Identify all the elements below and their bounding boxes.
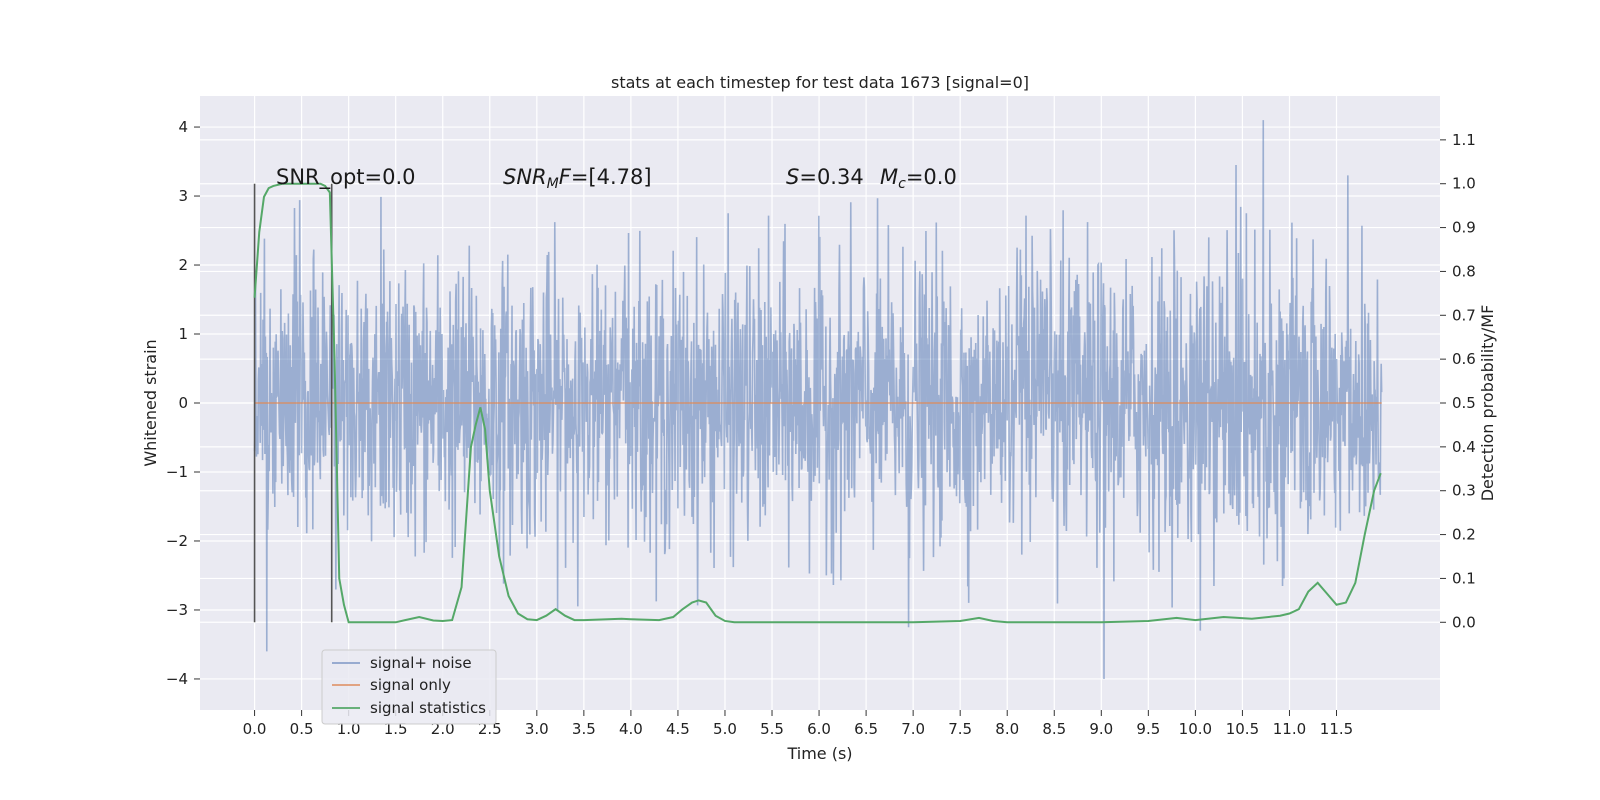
x-tick-label: 3.0 <box>525 720 549 738</box>
legend-label-signal-noise: signal+ noise <box>370 654 472 672</box>
snr-mf-value: =[4.78] <box>571 165 652 189</box>
legend-label-signal-statistics: signal statistics <box>370 699 486 717</box>
x-tick-label: 10.0 <box>1179 720 1212 738</box>
x-axis-title: Time (s) <box>786 744 852 763</box>
x-tick-label: 7.0 <box>901 720 925 738</box>
y-axis-title: Whitened strain <box>141 339 160 466</box>
x-tick-label: 6.5 <box>854 720 878 738</box>
x-tick-label: 9.5 <box>1136 720 1160 738</box>
snr-mf-base: SNR <box>503 165 547 189</box>
chart-title: stats at each timestep for test data 167… <box>611 73 1029 92</box>
y2-tick-label: 0.5 <box>1452 394 1476 412</box>
y-tick-label: 1 <box>178 325 188 343</box>
legend: signal+ noise signal only signal statist… <box>321 649 497 725</box>
x-tick-label: 4.5 <box>666 720 690 738</box>
y2-tick-label: 0.9 <box>1452 219 1476 237</box>
mc-value: =0.0 <box>906 165 957 189</box>
y-tick-label: 3 <box>178 187 188 205</box>
x-tick-label: 11.5 <box>1320 720 1353 738</box>
x-tick-label: 0.5 <box>290 720 314 738</box>
snr-mf-tail: F <box>559 165 572 189</box>
annotation-snr-mf: SNRMF=[4.78] <box>503 165 652 192</box>
s-symbol: S <box>786 165 799 189</box>
legend-box <box>321 649 497 725</box>
x-tick-label: 8.5 <box>1042 720 1066 738</box>
y2-tick-label: 0.3 <box>1452 482 1476 500</box>
y-axis-right: 1.1 1.0 0.9 0.8 0.7 0.6 0.5 0.4 0.3 0.2 0.1 0.0 <box>1440 131 1476 631</box>
y2-tick-label: 0.8 <box>1452 262 1476 280</box>
x-tick-label: 7.5 <box>948 720 972 738</box>
series-signal-noise <box>253 120 1383 679</box>
mc-symbol: M <box>880 165 898 189</box>
x-tick-label: 6.0 <box>807 720 831 738</box>
y-tick-label: 0 <box>178 394 188 412</box>
x-tick-label: 11.0 <box>1273 720 1306 738</box>
x-tick-label: 3.5 <box>572 720 596 738</box>
x-tick-label: 9.0 <box>1089 720 1113 738</box>
series-signal-statistics <box>253 182 1382 624</box>
legend-label-signal-only: signal only <box>370 676 451 694</box>
y-tick-label: 2 <box>178 256 188 274</box>
y-tick-label: 4 <box>178 118 188 136</box>
y-tick-label: −3 <box>166 601 188 619</box>
x-tick-label: 4.0 <box>619 720 643 738</box>
y2-tick-label: 0.6 <box>1452 350 1476 368</box>
annotation-snr-opt: SNR_opt=0.0 <box>276 165 416 190</box>
y2-tick-label: 0.1 <box>1452 569 1476 587</box>
y2-tick-label: 0.0 <box>1452 613 1476 631</box>
y2-tick-label: 0.7 <box>1452 306 1476 324</box>
x-tick-label: 8.0 <box>995 720 1019 738</box>
mc-sub: c <box>898 176 906 192</box>
annotation-s: S=0.34 <box>786 165 864 189</box>
y-tick-label: −1 <box>166 463 188 481</box>
x-tick-label: 10.5 <box>1226 720 1259 738</box>
s-value: =0.34 <box>799 165 863 189</box>
x-axis: 0.0 0.5 1.0 1.5 2.0 2.5 3.0 3.5 4.0 4.5 5.0 5.5 6.0 6… <box>243 710 1353 738</box>
y-tick-label: −2 <box>166 532 188 550</box>
annotation-mc: Mc=0.0 <box>880 165 957 192</box>
y2-axis-title: Detection probability/MF <box>1478 305 1497 502</box>
stats-line <box>253 182 1382 624</box>
y2-tick-label: 0.2 <box>1452 526 1476 544</box>
snr-mf-sub: M <box>547 176 559 192</box>
y-tick-label: −4 <box>166 670 188 688</box>
x-tick-label: 0.0 <box>243 720 267 738</box>
y2-tick-label: 0.4 <box>1452 438 1476 456</box>
y2-tick-label: 1.1 <box>1452 131 1476 149</box>
x-tick-label: 5.5 <box>760 720 784 738</box>
noise-line <box>253 120 1383 679</box>
y-axis-left: 4 3 2 1 0 −1 −2 −3 −4 <box>166 118 200 688</box>
y2-tick-label: 1.0 <box>1452 175 1476 193</box>
x-tick-label: 5.0 <box>713 720 737 738</box>
